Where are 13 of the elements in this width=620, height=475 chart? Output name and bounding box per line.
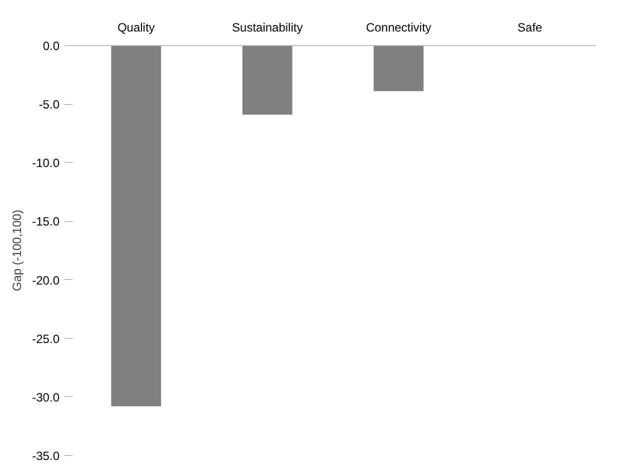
y-tick-label: -20.0 (32, 273, 60, 288)
y-tick-label: -35.0 (32, 449, 60, 463)
y-tick-label: -30.0 (32, 390, 60, 404)
y-axis-title: Gap (-100,100) (10, 210, 24, 292)
y-tick-label: -15.0 (32, 214, 60, 229)
x-tick-label: Sustainability (232, 20, 303, 34)
y-tick-label: -10.0 (32, 156, 60, 170)
x-tick-label: Safe (518, 20, 543, 34)
y-tick-label: 0.0 (42, 39, 60, 53)
y-tick-label: -5.0 (38, 98, 60, 112)
y-tick-label: -25.0 (32, 332, 60, 346)
x-tick-label: Quality (117, 20, 155, 34)
x-tick-label: Connectivity (366, 20, 432, 34)
